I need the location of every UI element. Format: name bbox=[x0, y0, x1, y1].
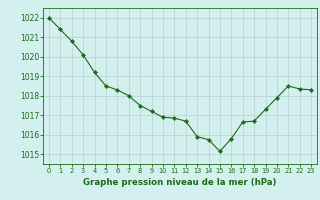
X-axis label: Graphe pression niveau de la mer (hPa): Graphe pression niveau de la mer (hPa) bbox=[83, 178, 277, 187]
